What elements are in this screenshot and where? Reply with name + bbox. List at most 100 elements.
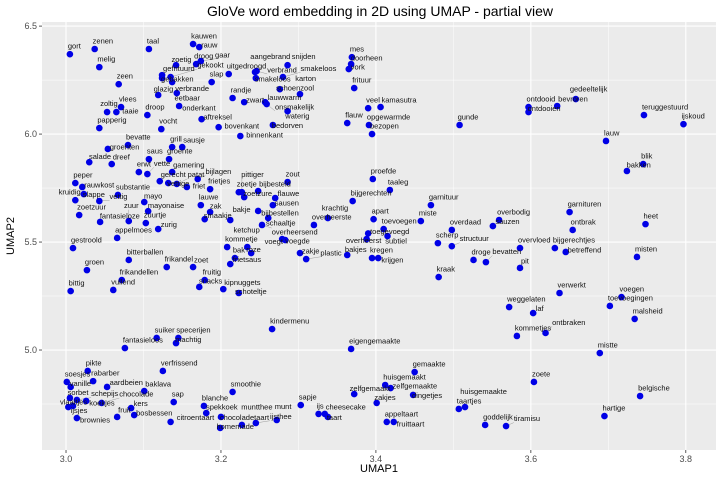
point-label: bevroren	[558, 95, 588, 104]
data-point	[66, 394, 74, 402]
point-label: appeltaart	[385, 409, 419, 418]
data-point	[481, 421, 489, 429]
data-point	[215, 123, 222, 131]
data-point	[189, 40, 197, 48]
point-label: flauw	[345, 111, 363, 120]
data-point	[566, 208, 573, 216]
data-point	[623, 167, 631, 175]
data-point	[296, 90, 304, 98]
data-point	[72, 179, 79, 187]
data-point	[170, 398, 178, 406]
point-label: waterig	[284, 111, 309, 120]
point-label: fruittaart	[397, 420, 425, 429]
point-label: citroentaart	[177, 413, 215, 422]
data-point	[140, 387, 148, 395]
point-label: zwart	[246, 96, 265, 105]
data-point	[269, 201, 277, 209]
data-point	[343, 119, 351, 127]
data-point	[502, 422, 510, 430]
data-point	[127, 404, 135, 412]
data-point	[349, 197, 356, 205]
point-label: sauzen	[495, 217, 519, 226]
point-label: misten	[635, 244, 657, 253]
y-tick-label: 5.0	[24, 345, 37, 355]
data-point	[89, 377, 97, 385]
point-label: zenen	[93, 36, 113, 45]
data-point	[284, 61, 291, 69]
point-label: roze	[246, 245, 261, 254]
point-label: kipnuggets	[224, 278, 261, 287]
point-label: belgische	[638, 384, 670, 393]
point-label: taal	[147, 36, 159, 45]
data-point	[350, 84, 358, 92]
data-point	[197, 57, 205, 65]
point-label: bakjes	[345, 245, 367, 254]
point-label: suiker	[155, 325, 176, 334]
data-point	[324, 214, 332, 222]
point-label: kruidig	[59, 188, 81, 197]
data-point	[252, 419, 260, 427]
point-label: blanche	[202, 393, 228, 402]
point-label: mes	[350, 45, 364, 54]
data-point	[98, 399, 105, 407]
data-point	[347, 345, 355, 353]
point-label: snijden	[292, 52, 316, 61]
point-label: fantasieloze	[100, 212, 140, 221]
data-point	[345, 65, 353, 73]
point-label: brownies	[80, 416, 110, 425]
data-point	[377, 103, 384, 111]
data-point	[238, 188, 246, 196]
point-label: appelmoes	[115, 225, 152, 234]
point-label: blik	[641, 152, 653, 161]
data-point	[448, 242, 456, 250]
point-label: toevoegen	[382, 217, 417, 226]
data-point	[296, 249, 304, 257]
point-label: chocoladetaart	[220, 413, 270, 422]
x-tick-label: 3.8	[680, 454, 693, 464]
data-point	[556, 289, 563, 297]
data-point	[206, 208, 214, 216]
data-point	[223, 243, 231, 251]
data-point	[302, 255, 310, 263]
data-point	[370, 215, 377, 223]
data-point	[145, 155, 153, 163]
point-label: ontbrak	[571, 217, 596, 226]
point-label: miste	[419, 209, 437, 218]
point-label: goddelijk	[483, 412, 513, 421]
point-label: aangebrand	[250, 52, 290, 61]
data-point	[495, 216, 503, 224]
data-point	[269, 121, 277, 129]
point-label: vlees	[119, 95, 137, 104]
data-point	[243, 243, 251, 251]
point-label: bakken	[627, 161, 651, 170]
point-label: laf	[536, 304, 545, 313]
data-point	[601, 412, 608, 420]
point-label: specerijen	[176, 325, 210, 334]
data-point	[381, 381, 389, 389]
data-point	[168, 168, 176, 176]
data-point	[144, 170, 151, 178]
point-label: koekjes	[89, 399, 115, 408]
point-label: binnenkant	[246, 130, 284, 139]
data-point	[173, 89, 181, 97]
data-point	[642, 220, 649, 228]
point-label: papperig	[97, 116, 126, 125]
grid-lines	[42, 22, 716, 450]
data-point	[254, 187, 262, 195]
point-label: baklava	[145, 380, 172, 389]
point-label: gaar	[215, 50, 231, 59]
data-point	[417, 217, 425, 225]
point-label: melig	[97, 55, 115, 64]
point-label: zakje	[302, 247, 320, 256]
point-label: zelfgemaakt	[350, 384, 391, 393]
x-tick-label: 3.4	[370, 454, 383, 464]
y-tick-label: 5.5	[24, 237, 37, 247]
point-label: structuur	[460, 234, 490, 243]
x-tick-label: 3.6	[525, 454, 538, 464]
point-label: ontdooien	[528, 104, 561, 113]
point-label: zoetzuur	[77, 203, 106, 212]
data-point	[69, 244, 77, 252]
data-point	[384, 232, 391, 240]
point-label: groen	[85, 258, 104, 267]
